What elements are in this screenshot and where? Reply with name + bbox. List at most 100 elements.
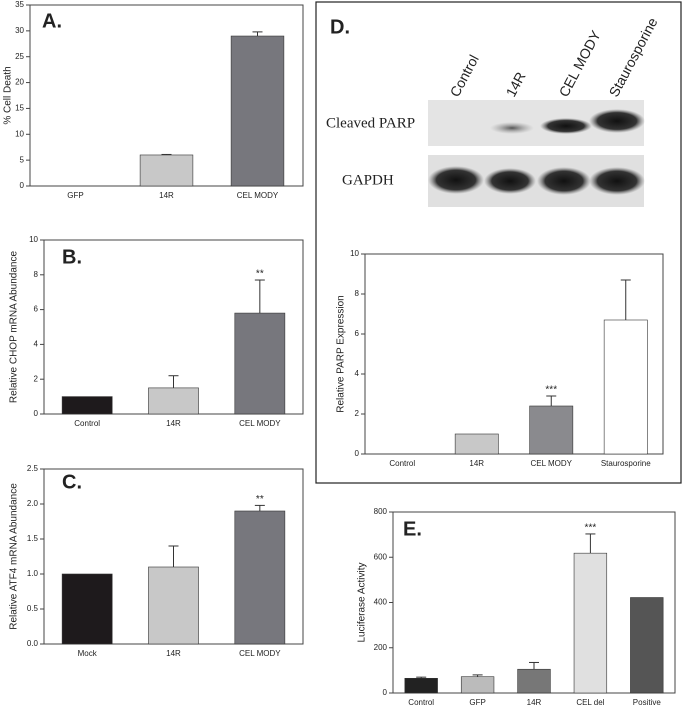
y-tick-label: 6 [355,329,360,338]
panel-letter: D. [330,16,350,38]
band [537,167,591,195]
bar [630,597,664,694]
y-tick-label: 10 [29,235,38,244]
lane-label: Staurosporine [606,15,661,100]
y-axis-label: % Cell Death [3,66,14,124]
panel-letter: E. [403,518,422,540]
x-tick-label: 14R [469,459,484,468]
y-tick-label: 0 [355,449,360,458]
bar [454,433,499,455]
annotation: *** [545,385,557,396]
plot-frame [364,253,664,455]
y-tick-label: 200 [374,643,388,652]
y-axis-label: Relative CHOP mRNA Abundance [9,251,20,404]
y-tick-label: 2.5 [27,464,39,473]
band [589,167,645,195]
lane-label: 14R [503,69,529,99]
y-axis-label: Relative ATF4 mRNA Abundance [9,483,20,630]
chart: 0 200 400 600 800 Luciferase Activity E. Contro… [357,507,676,707]
chart: 0 2 4 6 8 10 Relative CHOP mRNA Abundance B. Con… [9,235,304,428]
x-tick-label: Positive [633,698,662,707]
x-tick-label: 14R [166,649,181,658]
y-tick-label: 35 [15,0,24,9]
bar [460,676,495,694]
band [428,166,484,194]
y-tick-label: 4 [34,340,39,349]
y-tick-label: 0 [34,409,39,418]
bar [139,154,194,187]
y-tick-label: 10 [350,249,359,258]
bar [234,312,286,415]
bar [230,35,285,187]
band [589,109,645,133]
y-tick-label: 0.5 [27,604,39,613]
chart: 0.0 0.5 1.0 1.5 2.0 2.5 Relative ATF4 mRNA Abu… [9,464,304,658]
panel-letter: A. [42,10,62,32]
band [484,168,536,194]
y-axis-label: Luciferase Activity [357,562,368,642]
chart: 0 5 10 15 20 25 30 35 % Cell Death A. GFP 14R CEL MO… [3,0,304,200]
annotation: ** [256,494,264,505]
y-tick-label: 8 [355,289,360,298]
y-tick-label: 1.5 [27,534,39,543]
x-tick-label: CEL MODY [239,649,281,658]
y-tick-label: 30 [15,26,24,35]
y-tick-label: 2 [355,409,360,418]
y-tick-label: 0 [383,688,388,697]
x-tick-label: GFP [469,698,485,707]
y-tick-label: 2.0 [27,499,39,508]
y-tick-label: 0.0 [27,639,39,648]
annotation: ** [256,269,264,280]
x-tick-label: 14R [166,419,181,428]
chart: 0 2 4 6 8 10 Relative PARP Expression D. Control… [330,16,664,468]
x-tick-label: Control [408,698,434,707]
row-label: Cleaved PARP [326,115,415,131]
bar [148,566,199,645]
y-tick-label: 5 [20,155,25,164]
lane-label: CEL MODY [556,27,605,99]
panel-letter: B. [62,246,82,268]
y-tick-label: 15 [15,104,24,113]
y-tick-label: 400 [374,598,388,607]
y-tick-label: 4 [355,369,360,378]
x-tick-label: Control [74,419,100,428]
x-tick-label: Control [389,459,415,468]
annotation: *** [585,523,597,534]
y-tick-label: 6 [34,305,39,314]
x-tick-label: CEL MODY [531,459,573,468]
x-tick-label: Staurosporine [601,459,651,468]
panel-d-frame [315,1,682,484]
x-tick-label: GFP [67,191,83,200]
bar [573,552,608,694]
y-tick-label: 25 [15,52,24,61]
y-axis-label: Relative PARP Expression [336,295,347,412]
x-tick-label: 14R [527,698,542,707]
band [540,118,592,134]
bar [529,405,574,455]
bar [61,396,113,415]
bar [517,668,551,694]
x-tick-label: CEL del [576,698,604,707]
y-tick-label: 10 [15,129,24,138]
bar [603,319,648,455]
bar [61,573,113,645]
bar [234,510,286,645]
x-tick-label: CEL MODY [237,191,279,200]
bar [148,387,199,415]
y-tick-label: 1.0 [27,569,39,578]
y-tick-label: 0 [20,181,25,190]
y-tick-label: 2 [34,374,39,383]
blot: Control 14R CEL MODY Staurosporine Cleav… [326,15,661,207]
y-tick-label: 600 [374,552,388,561]
x-tick-label: 14R [159,191,174,200]
lane-label: Control [447,52,482,99]
band [490,122,534,134]
y-tick-label: 20 [15,78,24,87]
panel-letter: C. [62,471,82,493]
y-tick-label: 8 [34,270,39,279]
x-tick-label: CEL MODY [239,419,281,428]
y-tick-label: 800 [374,507,388,516]
x-tick-label: Mock [78,649,98,658]
row-label: GAPDH [342,172,394,188]
